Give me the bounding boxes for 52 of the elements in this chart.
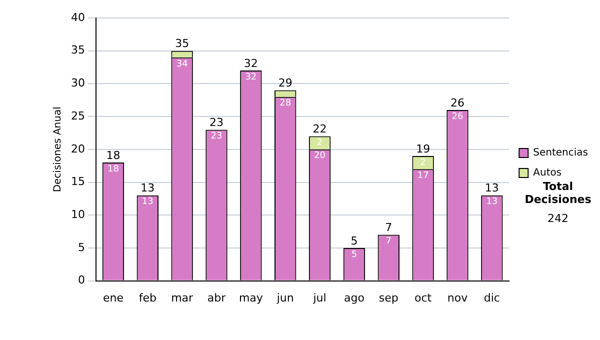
total-label: 13 [140,182,155,195]
total-label: 32 [244,56,258,70]
data-label: 2 [420,158,426,168]
text: 242 [546,212,570,225]
x-tick-label: jun [276,291,294,304]
data-label: 13 [142,197,154,208]
y-tick-label: 25 [70,109,85,122]
x-tick-label: abr [207,291,226,304]
y-tick-label: 20 [70,142,85,156]
data-label: 18 [107,164,120,174]
data-label: 32 [245,72,257,82]
data-label: 26 [452,112,464,122]
total-label: 26 [450,96,464,110]
data-label: 5 [351,250,358,260]
data-label: 13 [486,197,498,208]
x-tick-label: sep [378,291,398,304]
x-tick-label: oct [414,291,432,304]
total-label: 19 [416,142,430,156]
total-label: 5 [350,234,358,248]
y-tick-label: 0 [78,274,85,287]
total-label: 29 [278,76,292,90]
x-tick-label: feb [138,291,156,304]
data-label: 20 [314,151,326,162]
data-label: 17 [417,170,429,181]
data-label: 28 [280,98,292,109]
total-label: 22 [312,122,327,136]
data-label: 34 [176,59,188,70]
data-label: 7 [386,236,392,247]
y-tick-label: 10 [70,208,85,221]
legend-label: Autos [533,168,562,179]
total-label: 13 [484,182,499,195]
y-tick-label: 5 [78,240,85,254]
total-label: 18 [106,148,120,162]
x-tick-label: mar [171,291,194,304]
y-tick-label: 15 [70,175,85,188]
y-tick-label: 35 [70,44,85,57]
x-tick-label: jul [312,291,326,304]
y-tick-label: 30 [70,76,85,90]
y-axis-title: Decisiones Anual [52,106,64,192]
data-label: 23 [210,132,222,142]
x-tick-label: ago [344,291,365,304]
total-label: 7 [385,221,392,234]
data-label: 2 [316,138,323,148]
total-label: 23 [209,116,224,130]
x-tick-label: ene [102,291,124,304]
text: Total Decisiones [524,180,592,206]
x-tick-label: may [238,291,264,304]
x-tick-label: dic [484,291,500,304]
y-tick-label: 40 [70,10,85,24]
total-label: 35 [175,37,190,50]
legend-label: Sentencias [533,148,588,159]
x-tick-label: nov [447,291,468,304]
